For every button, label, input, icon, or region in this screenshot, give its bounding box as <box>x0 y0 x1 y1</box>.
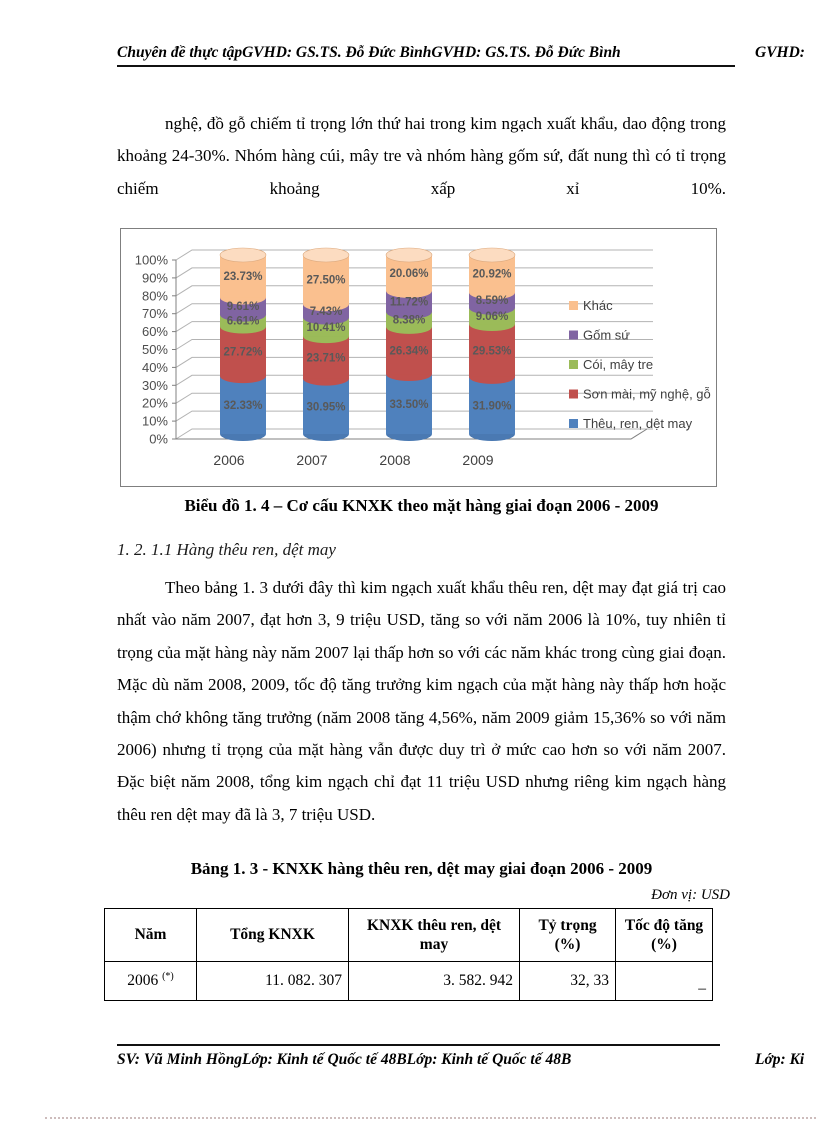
bar-label: 27.50% <box>306 275 345 287</box>
x-category-label: 2007 <box>296 452 327 468</box>
col-header-nam: Năm <box>104 908 197 962</box>
y-tick-label: 0% <box>149 432 168 447</box>
footnote-marker: (*) <box>162 971 174 983</box>
col-header-knxk-theu-ren: KNXK thêu ren, dệt may <box>348 908 520 962</box>
bar-label: 26.34% <box>389 345 428 357</box>
bar-segment-2008-1 <box>386 374 432 434</box>
bar-label: 20.92% <box>472 269 511 281</box>
bar-label: 27.72% <box>223 346 262 358</box>
bar-segment-2007-2 <box>303 336 349 379</box>
table-caption: Bảng 1. 3 - KNXK hàng thêu ren, dệt may … <box>190 859 653 878</box>
bar-segment-2006-1 <box>220 376 266 434</box>
bar-segment-2009-1 <box>469 376 515 434</box>
cylinder-cap <box>468 247 516 263</box>
bar-label: 20.06% <box>389 268 428 280</box>
bar-label: 8.38% <box>393 314 426 326</box>
y-tick-label: 50% <box>142 342 168 357</box>
y-tick-label: 30% <box>142 378 168 393</box>
table-header-row: Năm Tổng KNXK KNXK thêu ren, dệt may Tỷ … <box>104 908 713 962</box>
bar-label: 11.72% <box>390 296 428 308</box>
cell-toc-do-tang: – <box>615 961 713 1001</box>
bar-label: 23.73% <box>223 271 262 283</box>
bar-label: 32.33% <box>223 400 262 412</box>
bar-segment-2008-2 <box>386 326 432 375</box>
col-header-tong-knxk: Tổng KNXK <box>196 908 349 962</box>
cylinder-cap <box>219 247 267 263</box>
footer-rule <box>117 1044 720 1046</box>
x-category-label: 2008 <box>379 452 410 468</box>
page-break-dotted-line <box>45 1117 816 1119</box>
bar-segment-2006-2 <box>220 326 266 377</box>
header-left-text: Chuyên đề thực tậpGVHD: GS.TS. Đỗ Đức Bì… <box>117 44 735 67</box>
bar-label: 30.95% <box>306 401 345 413</box>
y-tick-label: 100% <box>135 253 169 268</box>
bar-label: 10.41% <box>306 322 345 334</box>
bar-label: 31.90% <box>472 400 511 412</box>
chart-caption: Biểu đồ 1. 4 – Cơ cấu KNXK theo mặt hàng… <box>184 496 659 515</box>
table-row: 2006 (*) 11. 082. 307 3. 582. 942 32, 33… <box>104 961 713 1001</box>
legend-swatch <box>569 330 578 340</box>
body-paragraph-1: nghệ, đồ gỗ chiếm tỉ trọng lớn thứ hai t… <box>117 114 726 198</box>
bar-label: 9.61% <box>227 301 260 313</box>
legend-label: Khác <box>583 298 613 313</box>
x-category-label: 2009 <box>462 452 493 468</box>
bar-label: 8.59% <box>476 295 509 307</box>
y-tick-label: 70% <box>142 306 168 321</box>
y-tick-label: 80% <box>142 288 168 303</box>
legend-label: Thêu, ren, dệt may <box>583 416 693 431</box>
legend-swatch <box>569 419 578 428</box>
footer-right-text: Lớp: Ki <box>755 1051 805 1068</box>
y-tick-label: 40% <box>142 360 168 375</box>
bar-label: 6.61% <box>227 316 260 328</box>
cell-ty-trong: 32, 33 <box>519 961 616 1001</box>
legend-swatch <box>569 360 578 369</box>
page-header: Chuyên đề thực tậpGVHD: GS.TS. Đỗ Đức Bì… <box>117 44 816 72</box>
y-tick-label: 90% <box>142 270 168 285</box>
chart-svg: 0% 10% 20% 30% 40% 50% 60% 70% 80% 90% 100% 32.33% 2… <box>135 247 711 468</box>
bar-label: 23.71% <box>306 352 345 364</box>
bar-label: 29.53% <box>472 345 511 357</box>
cell-year: 2006 (*) <box>104 961 197 1001</box>
knxk-table: Năm Tổng KNXK KNXK thêu ren, dệt may Tỷ … <box>104 908 713 1001</box>
stacked-bar-chart: 0% 10% 20% 30% 40% 50% 60% 70% 80% 90% 100% 32.33% 2… <box>120 228 717 487</box>
legend-label: Cói, mây tre <box>583 357 653 372</box>
y-tick-label: 10% <box>142 414 168 429</box>
bar-segment-2009-2 <box>469 324 515 377</box>
col-header-toc-do-tang: Tốc độ tăng (%) <box>615 908 713 962</box>
header-right-text: GVHD: <box>755 44 805 61</box>
y-tick-label: 20% <box>142 396 168 411</box>
cell-total-knxk: 11. 082. 307 <box>196 961 349 1001</box>
footer-left-text: SV: Vũ Minh HồngLớp: Kinh tế Quốc tế 48B… <box>117 1051 572 1068</box>
bar-segment-2007-5 <box>303 255 349 305</box>
legend-swatch <box>569 301 578 310</box>
bar-label: 7.43% <box>310 306 343 318</box>
body-paragraph-2: Theo bảng 1. 3 dưới đây thì kim ngạch xu… <box>117 578 726 824</box>
section-heading: 1. 2. 1.1 Hàng thêu ren, dệt may <box>117 540 336 559</box>
cylinder-cap <box>302 247 350 263</box>
y-tick-label: 60% <box>142 324 168 339</box>
col-header-ty-trong: Tỷ trọng (%) <box>519 908 616 962</box>
legend-swatch <box>569 389 578 399</box>
legend-label: Gốm sứ <box>583 328 630 343</box>
unit-note: Đơn vị: USD <box>651 887 730 903</box>
bar-label: 9.06% <box>476 311 509 323</box>
page-footer: SV: Vũ Minh HồngLớp: Kinh tế Quốc tế 48B… <box>117 1051 816 1069</box>
bar-segment-2007-1 <box>303 378 349 434</box>
legend-label: Sơn mài, mỹ nghệ, gỗ <box>583 387 711 402</box>
cell-knxk-theu-ren: 3. 582. 942 <box>348 961 520 1001</box>
x-category-label: 2006 <box>213 452 244 468</box>
cylinder-cap <box>385 247 433 263</box>
bar-label: 33.50% <box>389 399 428 411</box>
